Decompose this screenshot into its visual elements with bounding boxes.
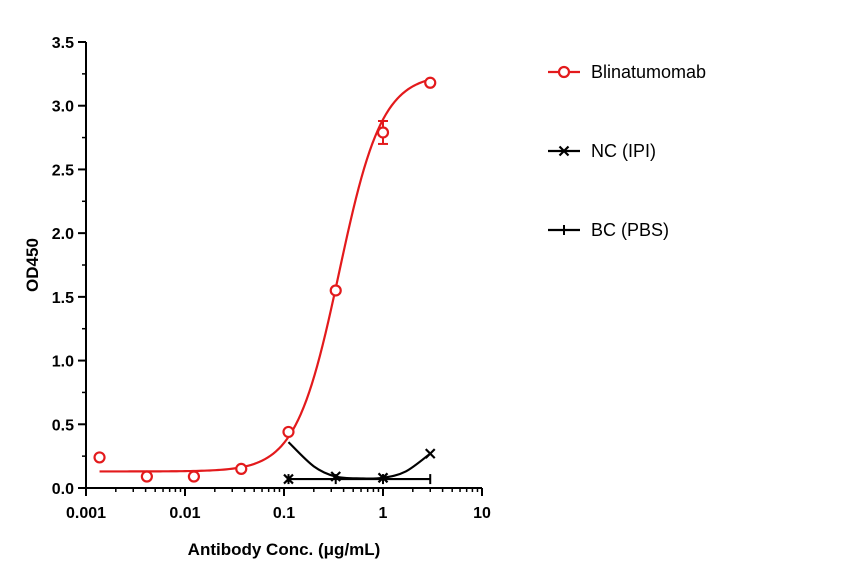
y-tick-label: 2.0 xyxy=(52,226,74,243)
series-layer xyxy=(93,76,437,485)
y-tick-label: 3.5 xyxy=(52,35,74,52)
y-ticks: 0.0 0.5 1.0 1.5 2.0 2.5 3.0 3.5 xyxy=(52,35,86,498)
series-2 xyxy=(283,441,436,485)
data-point xyxy=(329,284,342,297)
series-3 xyxy=(287,474,432,485)
legend: Blinatumomab NC (IPI) BC (PBS) xyxy=(548,62,706,240)
data-point xyxy=(424,448,436,459)
x-tick-label: 10 xyxy=(473,505,491,522)
series-curve xyxy=(99,78,431,473)
data-point xyxy=(235,462,248,475)
x-tick-label: 1 xyxy=(379,505,388,522)
y-tick-label: 3.0 xyxy=(52,99,74,116)
legend-label: BC (PBS) xyxy=(591,220,669,240)
legend-item-1: Blinatumomab xyxy=(548,62,706,82)
legend-marker xyxy=(558,145,570,157)
legend-item-3: BC (PBS) xyxy=(548,220,669,240)
x-axis-title: Antibody Conc. (μg/mL) xyxy=(188,540,381,559)
x-tick-label: 0.1 xyxy=(273,505,295,522)
data-point xyxy=(424,76,437,89)
y-tick-label: 0.5 xyxy=(52,417,74,434)
x-ticks: 0.001 0.01 0.1 1 10 xyxy=(66,488,491,522)
y-tick-label: 2.5 xyxy=(52,162,74,179)
data-point xyxy=(282,425,295,439)
legend-item-2: NC (IPI) xyxy=(548,141,656,161)
y-tick-label: 0.0 xyxy=(52,481,74,498)
legend-label: NC (IPI) xyxy=(591,141,656,161)
x-tick-label: 0.001 xyxy=(66,505,106,522)
axes xyxy=(85,42,482,489)
data-point xyxy=(376,126,390,139)
x-tick-label: 0.01 xyxy=(169,505,200,522)
y-axis-title: OD450 xyxy=(23,238,42,292)
y-tick-label: 1.5 xyxy=(52,290,74,307)
data-point xyxy=(93,451,106,464)
legend-label: Blinatumomab xyxy=(591,62,706,82)
data-point xyxy=(140,470,153,483)
legend-marker xyxy=(557,65,571,79)
data-point xyxy=(187,470,201,483)
series-1 xyxy=(93,76,437,483)
y-tick-label: 1.0 xyxy=(52,354,74,371)
series-curve xyxy=(287,441,431,480)
